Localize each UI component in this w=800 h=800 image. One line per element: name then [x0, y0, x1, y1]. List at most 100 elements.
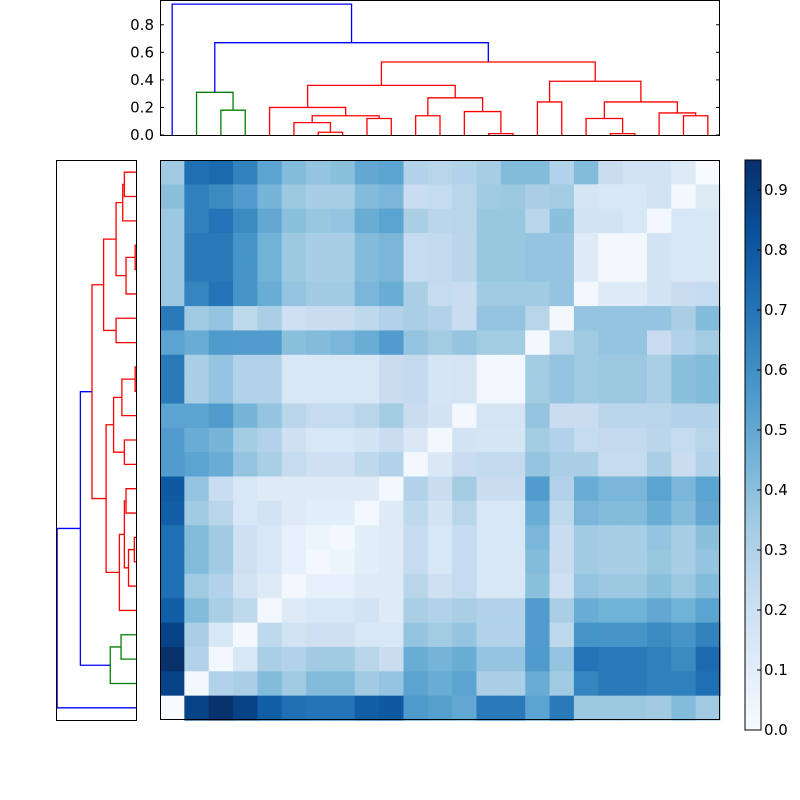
heatmap-cell: [257, 160, 283, 185]
heatmap-cell: [427, 233, 453, 258]
heatmap-cell: [646, 452, 672, 478]
heatmap-cell: [500, 281, 526, 307]
heatmap-cell: [233, 598, 258, 624]
heatmap-cell: [525, 427, 551, 453]
colorbar-tick-label: 0.3: [764, 541, 788, 559]
heatmap-cell: [403, 476, 429, 502]
heatmap-cell: [598, 281, 624, 307]
heatmap-cell: [427, 403, 453, 429]
heatmap-cell: [695, 403, 721, 429]
heatmap-cell: [257, 573, 283, 599]
heatmap-cell: [281, 403, 307, 429]
heatmap-cell: [573, 573, 599, 599]
heatmap-cell: [208, 573, 234, 599]
heatmap-cell: [695, 354, 721, 380]
heatmap-cell: [646, 476, 672, 502]
heatmap-cell: [160, 233, 185, 258]
heatmap-cell: [403, 500, 429, 526]
heatmap-cell: [452, 257, 478, 283]
heatmap-cell: [281, 598, 307, 624]
heatmap-cell: [281, 330, 307, 356]
heatmap-cell: [549, 403, 575, 429]
heatmap-cell: [476, 573, 502, 599]
heatmap-cell: [476, 598, 502, 624]
colorbar-tick-label: 0.0: [764, 721, 788, 739]
heatmap-cell: [160, 427, 185, 453]
heatmap-cell: [452, 622, 478, 648]
heatmap-cell: [598, 208, 624, 234]
heatmap-cell: [646, 257, 672, 283]
heatmap-cell: [208, 549, 234, 575]
heatmap-cell: [184, 646, 210, 672]
heatmap-cell: [452, 208, 478, 234]
heatmap-cell: [354, 184, 380, 210]
heatmap-cell: [598, 476, 624, 502]
heatmap-cell: [622, 354, 648, 380]
heatmap-cell: [427, 476, 453, 502]
heatmap-cell: [306, 233, 332, 258]
heatmap-cell: [233, 233, 258, 258]
heatmap-cell: [573, 549, 599, 575]
heatmap-cell: [330, 160, 356, 185]
heatmap-cell: [427, 671, 453, 697]
heatmap-cell: [452, 233, 478, 258]
heatmap-cell: [573, 160, 599, 185]
heatmap-cell: [281, 500, 307, 526]
heatmap-cell: [281, 160, 307, 185]
heatmap-cell: [233, 476, 258, 502]
heatmap-cell: [184, 281, 210, 307]
heatmap-cell: [452, 306, 478, 332]
heatmap-cell: [354, 622, 380, 648]
heatmap-cell: [500, 257, 526, 283]
heatmap-cell: [671, 427, 697, 453]
heatmap-cell: [306, 354, 332, 380]
heatmap-cell: [330, 257, 356, 283]
heatmap-cell: [160, 403, 185, 429]
heatmap-cell: [622, 476, 648, 502]
heatmap-cell: [403, 257, 429, 283]
heatmap-cell: [622, 549, 648, 575]
heatmap-cell: [695, 208, 721, 234]
heatmap-cell: [476, 549, 502, 575]
heatmap-cell: [427, 281, 453, 307]
heatmap-cell: [330, 452, 356, 478]
heatmap-cell: [233, 403, 258, 429]
heatmap-cell: [233, 306, 258, 332]
heatmap-cell: [622, 646, 648, 672]
heatmap-cell: [525, 379, 551, 405]
heatmap-cell: [671, 671, 697, 697]
heatmap-cell: [233, 427, 258, 453]
heatmap-cell: [525, 281, 551, 307]
heatmap-cell: [573, 671, 599, 697]
heatmap-cell: [354, 525, 380, 551]
heatmap-cell: [427, 160, 453, 185]
heatmap-cell: [671, 403, 697, 429]
heatmap-cell: [695, 695, 721, 721]
heatmap-cell: [257, 379, 283, 405]
heatmap-cell: [208, 598, 234, 624]
heatmap-cell: [330, 281, 356, 307]
heatmap-cell: [281, 525, 307, 551]
heatmap-cell: [500, 184, 526, 210]
heatmap-cell: [160, 379, 185, 405]
heatmap-cell: [184, 549, 210, 575]
heatmap-cell: [184, 379, 210, 405]
heatmap-cell: [281, 671, 307, 697]
heatmap-cell: [598, 379, 624, 405]
heatmap-cell: [671, 622, 697, 648]
heatmap-cell: [281, 208, 307, 234]
heatmap-cell: [695, 671, 721, 697]
heatmap-cell: [354, 233, 380, 258]
heatmap-cell: [500, 573, 526, 599]
heatmap-cell: [646, 208, 672, 234]
heatmap-cell: [452, 549, 478, 575]
heatmap-cell: [598, 257, 624, 283]
heatmap-cell: [403, 330, 429, 356]
heatmap-cell: [160, 476, 185, 502]
heatmap-cell: [476, 160, 502, 185]
heatmap-cell: [403, 549, 429, 575]
top-dendrogram: 0.0 0.2 0.4 0.6 0.8: [0, 0, 800, 150]
heatmap-cell: [208, 281, 234, 307]
heatmap-cell: [622, 379, 648, 405]
heatmap-cell: [306, 695, 332, 721]
